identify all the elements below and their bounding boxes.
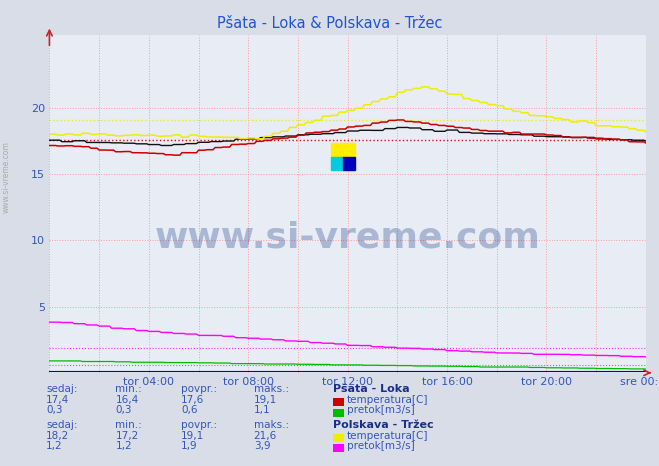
Text: www.si-vreme.com: www.si-vreme.com — [2, 141, 11, 213]
Text: 17,2: 17,2 — [115, 431, 138, 440]
Text: 17,4: 17,4 — [46, 395, 69, 405]
Text: pretok[m3/s]: pretok[m3/s] — [347, 441, 415, 451]
Text: sedaj:: sedaj: — [46, 420, 78, 430]
Text: 3,9: 3,9 — [254, 441, 270, 451]
Bar — [343, 157, 355, 170]
Text: 21,6: 21,6 — [254, 431, 277, 440]
Bar — [331, 143, 355, 157]
Text: 19,1: 19,1 — [181, 431, 204, 440]
Text: temperatura[C]: temperatura[C] — [347, 431, 428, 440]
Text: www.si-vreme.com: www.si-vreme.com — [155, 221, 540, 254]
Text: 1,9: 1,9 — [181, 441, 198, 451]
Text: min.:: min.: — [115, 420, 142, 430]
Text: maks.:: maks.: — [254, 384, 289, 394]
Bar — [331, 157, 343, 170]
Text: 1,2: 1,2 — [115, 441, 132, 451]
Text: Pšata - Loka & Polskava - Tržec: Pšata - Loka & Polskava - Tržec — [217, 16, 442, 31]
Text: 1,2: 1,2 — [46, 441, 63, 451]
Text: Polskava - Tržec: Polskava - Tržec — [333, 420, 434, 430]
Text: 1,1: 1,1 — [254, 405, 270, 415]
Text: povpr.:: povpr.: — [181, 420, 217, 430]
Text: 0,6: 0,6 — [181, 405, 198, 415]
Text: 19,1: 19,1 — [254, 395, 277, 405]
Text: Pšata - Loka: Pšata - Loka — [333, 384, 409, 394]
Text: temperatura[C]: temperatura[C] — [347, 395, 428, 405]
Text: 0,3: 0,3 — [115, 405, 132, 415]
Text: 0,3: 0,3 — [46, 405, 63, 415]
Text: 17,6: 17,6 — [181, 395, 204, 405]
Text: pretok[m3/s]: pretok[m3/s] — [347, 405, 415, 415]
Text: sedaj:: sedaj: — [46, 384, 78, 394]
Text: 18,2: 18,2 — [46, 431, 69, 440]
Text: povpr.:: povpr.: — [181, 384, 217, 394]
Text: 16,4: 16,4 — [115, 395, 138, 405]
Text: maks.:: maks.: — [254, 420, 289, 430]
Text: min.:: min.: — [115, 384, 142, 394]
